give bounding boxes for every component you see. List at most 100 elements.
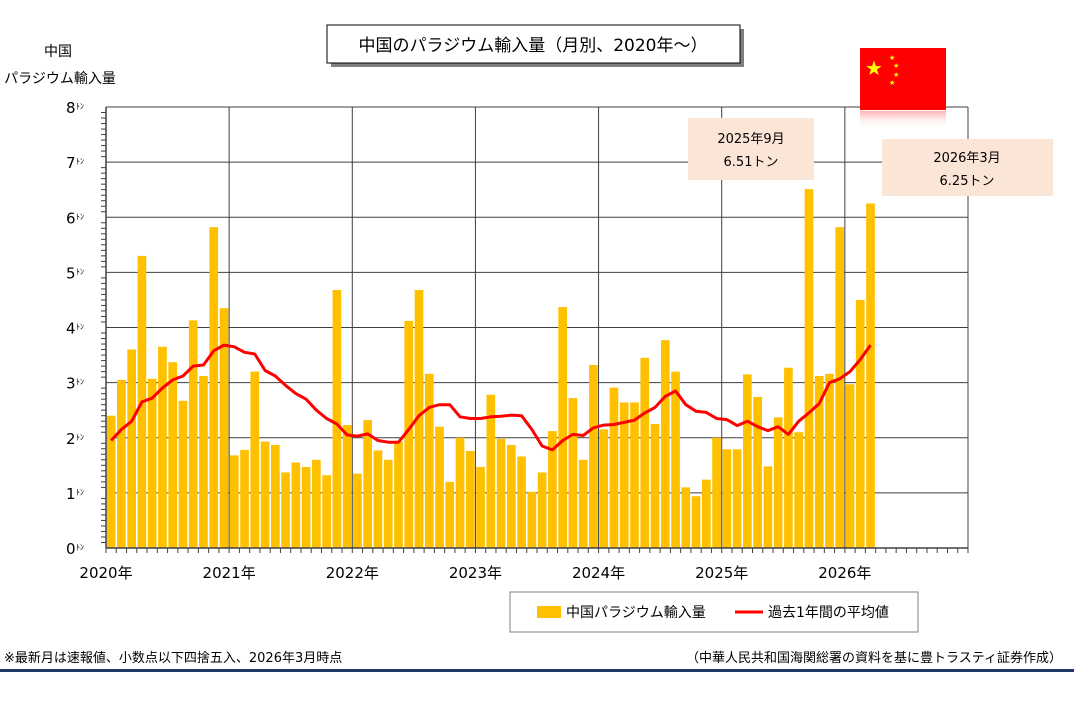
- bar: [763, 466, 773, 548]
- bar: [671, 371, 680, 548]
- bar: [630, 402, 639, 548]
- bar: [712, 437, 721, 548]
- bar: [404, 320, 414, 548]
- bar: [342, 425, 352, 548]
- bar: [517, 456, 526, 548]
- bar: [691, 496, 701, 548]
- bar: [537, 472, 547, 548]
- bar: [106, 415, 116, 548]
- y-tick-label: 7: [66, 154, 76, 172]
- y-tick-unit: ﾄﾝ: [76, 212, 84, 221]
- bar: [240, 449, 249, 548]
- svg-text:6.51トン: 6.51トン: [724, 155, 779, 170]
- legend: 中国パラジウム輸入量 過去1年間の平均値: [509, 591, 919, 633]
- svg-text:2025年9月: 2025年9月: [717, 132, 784, 147]
- bar: [548, 431, 557, 548]
- china-flag-icon: ★ ★ ★ ★ ★: [860, 48, 946, 129]
- x-tick-label: 2020年: [79, 564, 132, 582]
- bar: [455, 437, 465, 548]
- bar-series: [106, 189, 875, 549]
- y-tick-unit: ﾄﾝ: [76, 102, 84, 111]
- x-tick-label: 2021年: [203, 564, 256, 582]
- bar: [291, 462, 301, 548]
- y-tick-label: 0: [66, 540, 76, 558]
- y-tick-label: 5: [66, 264, 76, 282]
- y-tick-unit: ﾄﾝ: [76, 433, 84, 442]
- bar: [784, 367, 793, 548]
- y-tick-unit: ﾄﾝ: [76, 543, 84, 552]
- bar: [568, 398, 578, 548]
- grid: [106, 106, 969, 548]
- svg-text:6.25トン: 6.25トン: [940, 174, 995, 189]
- bar: [301, 466, 311, 548]
- bar: [168, 362, 178, 548]
- y-tick-label: 1: [66, 485, 76, 503]
- bar: [507, 444, 516, 548]
- footnote-left: ※最新月は速報値、小数点以下四捨五入、2026年3月時点: [4, 650, 342, 666]
- bar: [599, 429, 609, 548]
- bar: [435, 426, 444, 548]
- bar: [199, 376, 208, 548]
- bar: [609, 387, 619, 548]
- bar: [619, 402, 629, 548]
- x-tick-label: 2025年: [695, 564, 748, 582]
- bar: [496, 438, 506, 548]
- bar: [383, 459, 393, 548]
- legend-line-label: 過去1年間の平均値: [768, 605, 889, 621]
- bar: [558, 307, 567, 548]
- bar: [681, 487, 691, 548]
- bar: [732, 449, 742, 548]
- bar: [753, 396, 762, 548]
- x-tick-label: 2023年: [449, 564, 502, 582]
- bar: [701, 479, 711, 548]
- bar: [270, 444, 280, 548]
- bar: [476, 466, 485, 548]
- bar: [178, 400, 188, 548]
- y-tick-label: 4: [66, 320, 76, 338]
- bar: [127, 349, 136, 548]
- svg-text:★: ★: [893, 62, 899, 70]
- y-tick-unit: ﾄﾝ: [76, 323, 84, 332]
- bar: [465, 450, 475, 548]
- bar: [773, 417, 783, 548]
- bar: [866, 203, 875, 548]
- bar: [312, 459, 321, 548]
- chart-title: 中国のパラジウム輸入量（月別、2020年～）: [359, 36, 708, 56]
- bottom-rule: [0, 669, 1074, 672]
- y-tick-label: 3: [66, 375, 76, 393]
- bar: [650, 423, 660, 548]
- bar: [373, 450, 383, 548]
- bar: [260, 441, 270, 548]
- bar: [527, 491, 537, 548]
- annotation-2026-03: 2026年3月 6.25トン: [882, 139, 1053, 196]
- bar: [845, 384, 855, 548]
- average-line: [110, 343, 872, 452]
- bar: [209, 227, 219, 549]
- bar: [394, 441, 403, 548]
- footnote-right: （中華人民共和国海関総署の資料を基に豊トラスティ証券作成）: [686, 650, 1062, 666]
- bar: [794, 432, 804, 548]
- bar: [229, 455, 239, 548]
- bar: [825, 373, 834, 548]
- x-tick-label: 2026年: [818, 564, 871, 582]
- bar: [332, 290, 342, 548]
- svg-text:2026年3月: 2026年3月: [933, 151, 1000, 166]
- annotation-2025-09: 2025年9月 6.51トン: [688, 118, 814, 180]
- bar: [424, 373, 434, 548]
- bar: [578, 459, 588, 548]
- y-axis-label-1: 中国: [44, 44, 72, 60]
- bar: [804, 189, 814, 549]
- bar: [363, 420, 373, 548]
- y-tick-unit: ﾄﾝ: [76, 488, 84, 497]
- y-tick-unit: ﾄﾝ: [76, 267, 84, 276]
- bar: [814, 376, 824, 548]
- bar: [353, 473, 362, 548]
- bar: [743, 374, 752, 548]
- bar: [486, 394, 496, 548]
- bar: [158, 346, 167, 548]
- y-tick-label: 2: [66, 430, 76, 448]
- legend-bar-label: 中国パラジウム輸入量: [566, 605, 706, 621]
